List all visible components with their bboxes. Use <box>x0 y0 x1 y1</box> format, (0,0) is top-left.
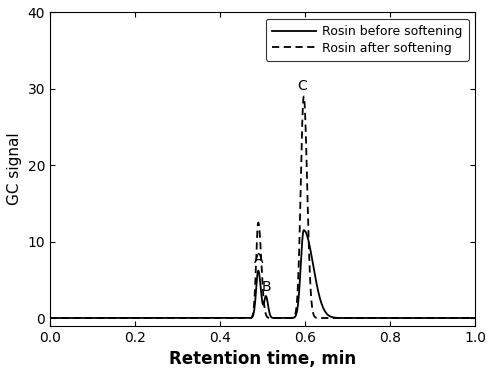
Rosin before softening <box>49 316 55 320</box>
Text: B: B <box>262 279 272 294</box>
Text: C: C <box>297 79 307 93</box>
Rosin after softening <box>472 316 478 320</box>
Rosin before softening <box>301 228 307 232</box>
Rosin after softening <box>47 316 53 320</box>
Rosin before softening <box>65 316 70 320</box>
Rosin before softening <box>72 316 78 320</box>
Line: Rosin after softening: Rosin after softening <box>50 96 475 318</box>
Rosin before softening <box>472 316 478 320</box>
Rosin after softening <box>72 316 78 320</box>
Rosin before softening <box>255 270 261 274</box>
Rosin before softening <box>450 316 456 320</box>
Legend: Rosin before softening, Rosin after softening: Rosin before softening, Rosin after soft… <box>266 19 469 61</box>
Rosin before softening <box>130 316 136 320</box>
Rosin after softening <box>49 316 55 320</box>
Rosin after softening <box>65 316 70 320</box>
Line: Rosin before softening: Rosin before softening <box>50 230 475 318</box>
Text: A: A <box>253 252 263 266</box>
Rosin after softening <box>130 316 136 320</box>
Rosin after softening <box>450 316 456 320</box>
Rosin after softening <box>301 94 307 99</box>
Rosin before softening <box>47 316 53 320</box>
Y-axis label: GC signal: GC signal <box>7 133 22 206</box>
Rosin after softening <box>255 223 261 227</box>
X-axis label: Retention time, min: Retention time, min <box>169 350 356 368</box>
